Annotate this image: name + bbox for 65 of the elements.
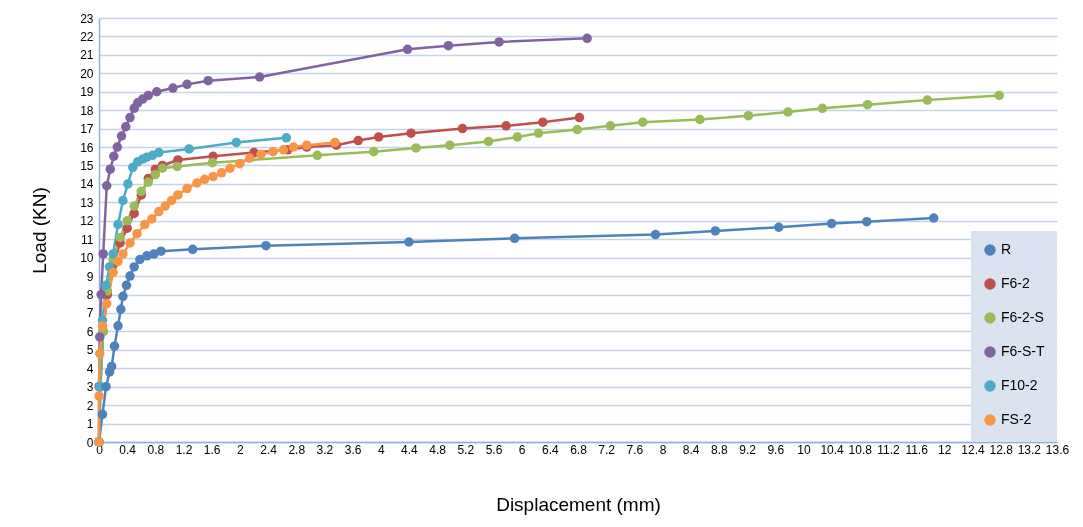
x-tick-label: 2.4	[260, 442, 278, 457]
y-tick-label: 18	[80, 103, 94, 118]
x-tick-label: 13.2	[1017, 442, 1042, 457]
x-tick-label: 3.2	[316, 442, 334, 457]
y-tick-label: 15	[80, 158, 94, 173]
y-tick-label: 12	[80, 214, 94, 229]
y-tick-label: 14	[80, 177, 94, 192]
x-tick-label: 6.8	[570, 442, 588, 457]
legend-label: F10-2	[1001, 377, 1038, 393]
x-tick-label: 9.6	[767, 442, 785, 457]
x-tick-label: 5.2	[457, 442, 475, 457]
x-tick-label: 0.4	[119, 442, 137, 457]
x-tick-label: 6.4	[541, 442, 559, 457]
x-tick-label: 8.8	[711, 442, 729, 457]
x-tick-label: 10	[797, 442, 811, 457]
y-tick-label: 16	[80, 140, 94, 155]
x-tick-label: 3.6	[344, 442, 362, 457]
y-tick-label: 5	[86, 343, 94, 358]
legend-label: F6-2-S	[1001, 309, 1044, 325]
y-tick-label: 6	[86, 324, 94, 339]
y-tick-label: 13	[80, 195, 94, 210]
y-tick-label: 20	[80, 66, 94, 81]
x-tick-label: 12	[938, 442, 952, 457]
x-tick-label: 4.4	[401, 442, 419, 457]
y-tick-label: 4	[86, 361, 94, 376]
y-tick-label: 3	[86, 380, 94, 395]
legend-label: F6-2	[1001, 275, 1030, 291]
x-tick-label: 10.4	[820, 442, 845, 457]
x-tick-label: 10.8	[848, 442, 873, 457]
y-tick-label: 10	[80, 251, 94, 266]
y-axis-title: Load (KN)	[29, 187, 51, 274]
x-tick-label: 13.6	[1045, 442, 1070, 457]
x-tick-label: 6	[518, 442, 526, 457]
y-tick-label: 8	[86, 288, 94, 303]
legend-label: F6-S-T	[1001, 343, 1045, 359]
legend-label: FS-2	[1001, 411, 1032, 427]
y-tick-label: 22	[80, 29, 94, 44]
x-tick-label: 7.2	[598, 442, 616, 457]
y-tick-label: 19	[80, 85, 94, 100]
x-tick-label: 4	[377, 442, 385, 457]
x-axis-title: Displacement (mm)	[496, 493, 661, 515]
y-tick-label: 21	[80, 48, 94, 63]
x-tick-label: 2	[237, 442, 245, 457]
x-tick-label: 8.4	[682, 442, 700, 457]
x-tick-label: 2.8	[288, 442, 306, 457]
x-tick-label: 4.8	[429, 442, 447, 457]
y-tick-label: 2	[86, 398, 94, 413]
y-tick-label: 23	[80, 11, 94, 26]
x-tick-label: 11.6	[905, 442, 929, 457]
x-tick-label: 9.2	[739, 442, 757, 457]
x-tick-label: 8	[659, 442, 667, 457]
legend-label: R	[1001, 241, 1012, 257]
y-tick-label: 11	[81, 232, 94, 247]
x-tick-label: 12.8	[989, 442, 1014, 457]
x-tick-label: 11.2	[877, 442, 900, 457]
x-tick-label: 1.6	[203, 442, 221, 457]
y-tick-label: 9	[86, 269, 94, 284]
y-tick-label: 17	[80, 122, 94, 137]
x-tick-label: 12.4	[961, 442, 985, 457]
x-tick-label: 1.2	[175, 442, 193, 457]
x-tick-label: 0.8	[147, 442, 165, 457]
x-tick-label: 7.6	[626, 442, 644, 457]
y-tick-label: 7	[86, 306, 94, 321]
y-tick-label: 1	[86, 417, 94, 432]
x-tick-label: 5.6	[485, 442, 503, 457]
